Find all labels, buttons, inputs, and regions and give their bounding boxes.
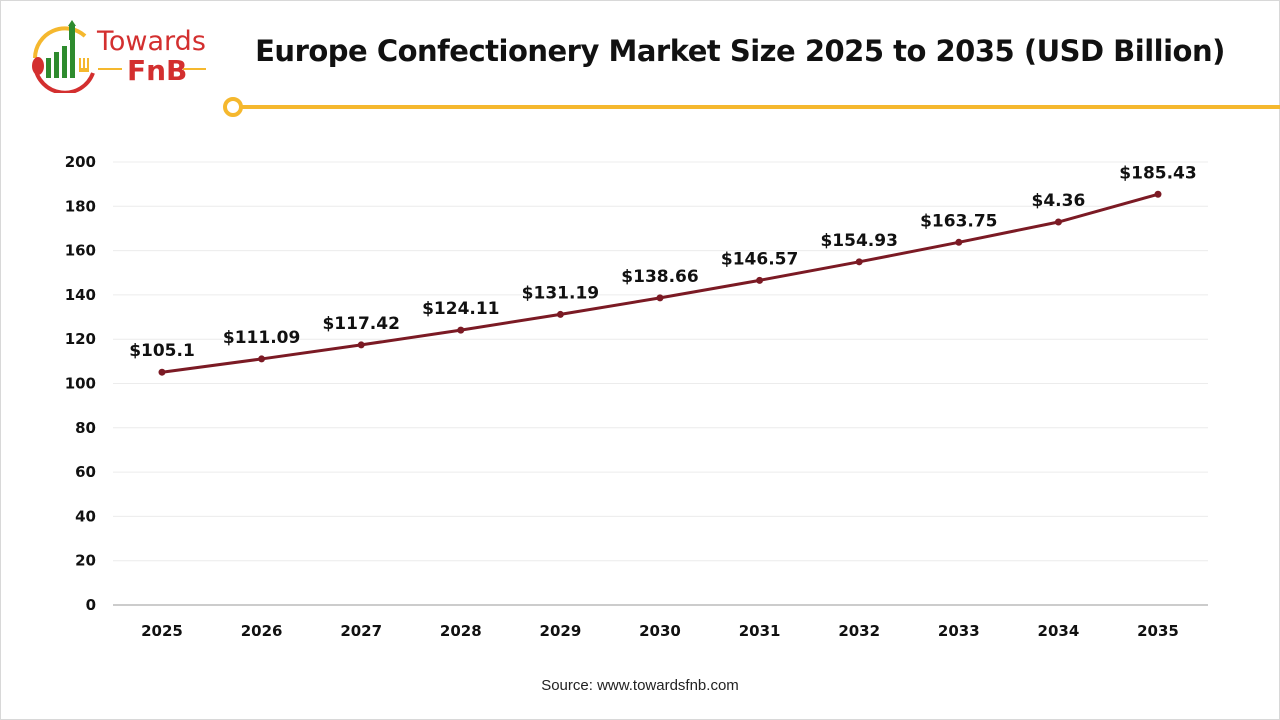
data-label: $154.93: [820, 231, 897, 251]
x-tick-label: 2031: [739, 622, 781, 640]
y-tick-label: 20: [75, 552, 96, 570]
x-tick-label: 2032: [838, 622, 880, 640]
data-label: $117.42: [322, 314, 399, 334]
chart-title: Europe Confectionery Market Size 2025 to…: [255, 34, 1225, 68]
data-label: $185.43: [1119, 163, 1196, 183]
y-tick-label: 60: [75, 463, 96, 481]
y-tick-label: 40: [75, 507, 96, 525]
x-tick-label: 2030: [639, 622, 681, 640]
y-tick-label: 120: [65, 330, 96, 348]
y-tick-label: 140: [65, 286, 96, 304]
data-point: [855, 258, 863, 266]
data-label: $4.36: [1032, 191, 1086, 211]
logo-text-towards: Towards: [96, 26, 206, 57]
x-tick-label: 2029: [540, 622, 582, 640]
x-tick-label: 2028: [440, 622, 482, 640]
data-label: $124.11: [422, 299, 499, 319]
data-label: $105.1: [129, 341, 195, 361]
y-tick-label: 80: [75, 419, 96, 437]
data-point: [955, 238, 963, 246]
data-label: $138.66: [621, 267, 698, 287]
y-tick-label: 180: [65, 197, 96, 215]
source-note: Source: www.towardsfnb.com: [541, 677, 739, 694]
data-point: [756, 276, 764, 284]
x-tick-label: 2035: [1137, 622, 1179, 640]
data-point: [556, 310, 564, 318]
x-tick-label: 2027: [340, 622, 382, 640]
logo-text-fnb: FnB: [127, 54, 187, 87]
data-label: $111.09: [223, 328, 300, 348]
data-label: $131.19: [522, 283, 599, 303]
y-tick-label: 100: [65, 375, 96, 393]
data-point: [1054, 218, 1062, 226]
x-tick-label: 2033: [938, 622, 980, 640]
data-point: [457, 326, 465, 334]
data-point: [258, 355, 266, 363]
data-point: [1154, 190, 1162, 198]
towards-fnb-logo: Towards FnB: [32, 20, 206, 93]
x-tick-label: 2034: [1038, 622, 1080, 640]
data-label: $163.75: [920, 211, 997, 231]
y-tick-label: 160: [65, 242, 96, 260]
data-point: [158, 368, 166, 376]
x-tick-label: 2026: [241, 622, 283, 640]
accent-dot: [223, 97, 243, 117]
data-label: $146.57: [721, 249, 798, 269]
y-tick-label: 0: [86, 596, 96, 614]
x-tick-label: 2025: [141, 622, 183, 640]
data-point: [357, 341, 365, 349]
data-point: [656, 294, 664, 302]
y-tick-label: 200: [65, 153, 96, 171]
